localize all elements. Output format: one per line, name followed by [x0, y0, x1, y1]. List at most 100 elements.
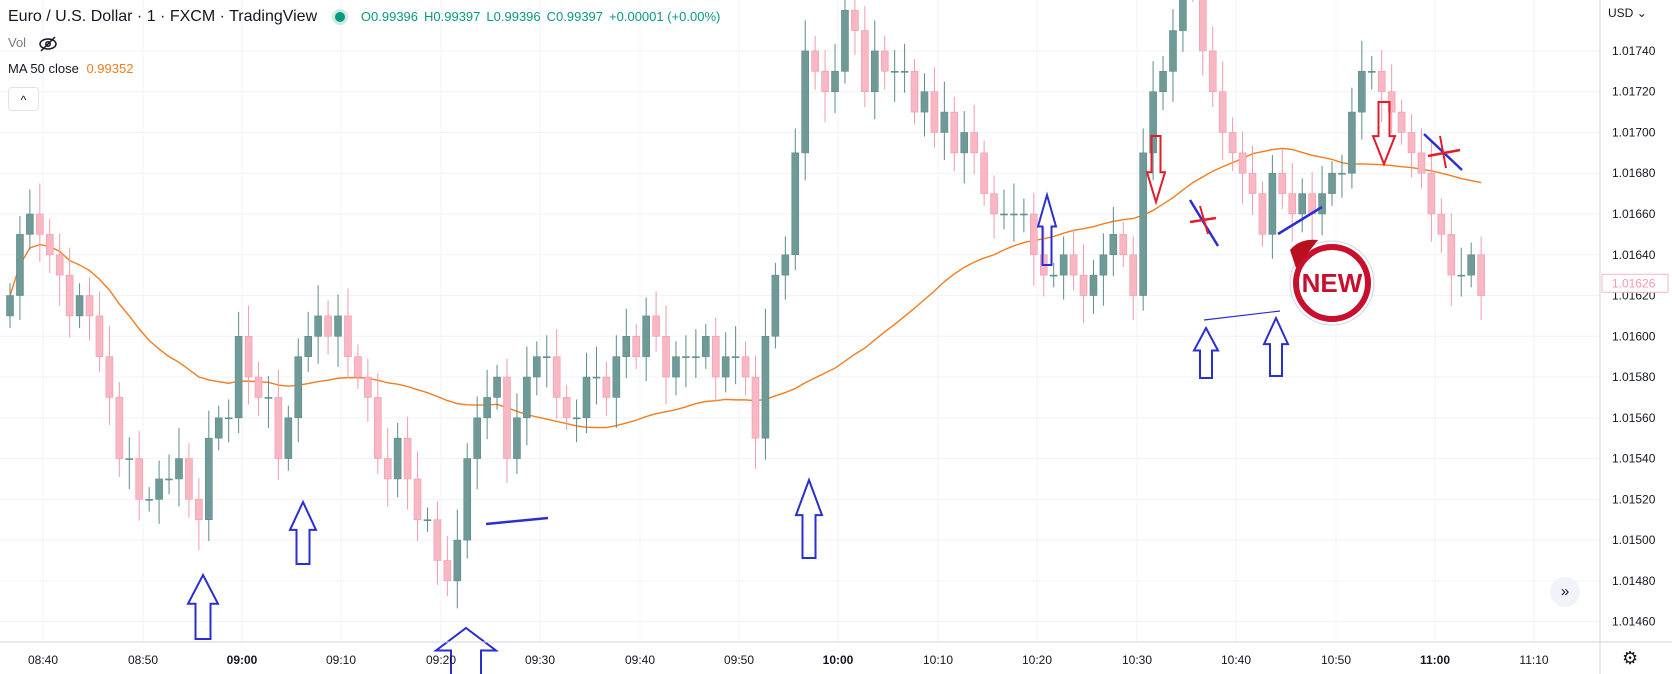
x-tick-label: 10:30	[1122, 653, 1152, 667]
candle-body	[582, 376, 591, 419]
gear-icon[interactable]: ⚙	[1622, 648, 1639, 668]
candle-body	[503, 376, 511, 459]
up-arrow-annotation	[433, 626, 499, 674]
candle-body	[552, 356, 561, 398]
double-chevron-right-icon: »	[1560, 583, 1570, 600]
collapse-legend-button[interactable]: ^	[8, 87, 39, 111]
candle-body	[75, 295, 84, 317]
candle-body	[513, 417, 521, 459]
candle-body	[940, 111, 949, 133]
candle-body	[334, 315, 342, 337]
candle-body	[1179, 0, 1187, 31]
chart-grid	[0, 0, 1600, 642]
badge-text: NEW	[1302, 268, 1363, 298]
candle-body	[533, 356, 541, 378]
candle-body	[1010, 213, 1018, 216]
candle-body	[821, 71, 829, 93]
volume-legend[interactable]: Vol	[8, 35, 58, 52]
candle-body	[701, 335, 710, 357]
candle-body	[930, 91, 939, 133]
y-tick-label: 1.01680	[1612, 166, 1656, 180]
chevron-down-icon: ⌄	[1636, 6, 1647, 20]
candle-body	[85, 295, 94, 317]
market-status-icon	[335, 12, 346, 23]
candle-body	[274, 397, 283, 459]
candle-body	[1030, 213, 1038, 256]
candle-body	[36, 213, 44, 235]
candle-body	[1089, 274, 1098, 296]
y-tick-label: 1.01700	[1612, 125, 1656, 139]
ohlc-values: O0.99396 H0.99397 L0.99396 C0.99397 +0.00001…	[361, 9, 726, 24]
candle-body	[1149, 91, 1157, 154]
candle-body	[1069, 254, 1078, 276]
candle-body	[1367, 71, 1376, 73]
badge-peel	[1290, 239, 1318, 268]
candle-body	[393, 437, 402, 480]
up-arrow-annotation	[794, 477, 824, 559]
candle-body	[950, 111, 959, 154]
high-value: H0.99397	[424, 9, 481, 24]
close-value: C0.99397	[546, 9, 604, 24]
candle-body	[1059, 254, 1068, 276]
up-arrow-annotation	[1036, 191, 1058, 266]
candle-body	[493, 376, 501, 398]
ma-legend[interactable]: MA 50 close 0.99352	[8, 61, 133, 76]
candle-body	[354, 356, 362, 378]
candle-body	[1159, 71, 1167, 93]
y-tick-label: 1.01480	[1612, 574, 1656, 588]
x-tick-label: 09:00	[227, 653, 258, 667]
y-tick-label: 1.01520	[1612, 492, 1656, 506]
candle-body	[861, 30, 869, 93]
candle-body	[364, 376, 372, 398]
candle-body	[1278, 172, 1287, 194]
candle-body	[1228, 132, 1237, 154]
goto-realtime-button[interactable]: »	[1550, 577, 1580, 607]
cross-stroke	[1439, 135, 1447, 169]
candle-body	[155, 478, 163, 500]
trend-line	[1277, 205, 1323, 236]
candle-body	[523, 376, 531, 419]
candle-body	[731, 356, 740, 358]
candle-body	[324, 315, 332, 337]
up-arrow-annotation	[1192, 325, 1220, 379]
candle-body	[125, 458, 134, 460]
low-value: L0.99396	[486, 9, 541, 24]
candle-body	[234, 335, 243, 419]
candle-body	[1328, 172, 1336, 194]
candle-body	[1208, 50, 1217, 93]
candle-body	[652, 315, 660, 337]
candle-body	[960, 132, 969, 154]
candle-body	[880, 50, 889, 72]
candle-body	[264, 397, 273, 399]
candle-body	[741, 356, 750, 378]
currency-selector[interactable]: USD ⌄	[1608, 6, 1647, 20]
last-price-box	[1601, 273, 1669, 293]
candle-body	[1447, 234, 1456, 276]
candle-body	[1000, 213, 1008, 216]
candle-body	[105, 356, 114, 398]
candle-body	[1377, 71, 1386, 93]
candle-body	[145, 499, 153, 501]
symbol-title[interactable]: Euro / U.S. Dollar · 1 · FXCM · TradingV…	[8, 8, 318, 25]
candle-body	[1020, 213, 1028, 216]
x-tick-label: 08:40	[28, 653, 58, 667]
y-tick-label: 1.01740	[1612, 44, 1656, 58]
candle-body	[6, 295, 14, 317]
eye-slash-icon[interactable]	[38, 36, 58, 52]
candle-body	[65, 274, 74, 317]
candle-body	[1258, 193, 1267, 235]
candle-body	[26, 213, 34, 235]
candle-body	[1298, 193, 1306, 215]
candle-body	[970, 132, 978, 154]
candle-body	[761, 335, 770, 439]
candle-body	[692, 356, 700, 358]
candle-body	[1119, 234, 1128, 256]
candle-body	[1139, 152, 1147, 296]
candle-body	[483, 397, 491, 419]
y-tick-label: 1.01560	[1612, 411, 1656, 425]
candle-body	[622, 335, 631, 357]
candle-body	[1288, 193, 1297, 215]
candle-body	[175, 458, 183, 480]
